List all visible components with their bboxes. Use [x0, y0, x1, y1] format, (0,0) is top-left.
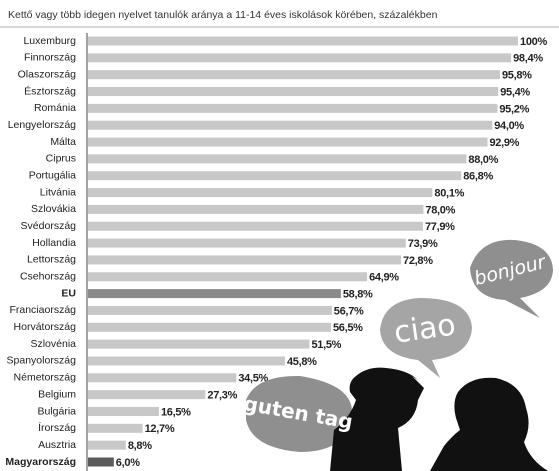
category-label: Svédország [21, 220, 77, 232]
category-label: Finnország [24, 52, 76, 64]
category-label: Málta [50, 136, 76, 148]
bar [88, 424, 143, 433]
bar [88, 356, 285, 365]
category-label: Csehország [20, 271, 76, 283]
chart-title: Kettő vagy több idegen nyelvet tanulók a… [8, 9, 438, 21]
bar [88, 70, 500, 79]
bar [88, 154, 466, 163]
category-label: Portugália [29, 170, 76, 182]
category-label: Ciprus [46, 153, 76, 165]
value-label: 88,0% [468, 154, 498, 166]
bar [88, 272, 367, 281]
value-label: 56,7% [334, 305, 364, 317]
category-label: Hollandia [32, 237, 76, 249]
value-label: 58,8% [343, 289, 373, 301]
value-label: 94,0% [494, 120, 524, 132]
category-label: Lettország [27, 254, 76, 266]
category-label: Szlovénia [30, 338, 76, 350]
bar [88, 222, 423, 231]
category-label: Lengyelország [8, 119, 76, 131]
value-label: 12,7% [145, 423, 175, 435]
category-label: Németország [14, 372, 77, 384]
bar [88, 373, 236, 382]
bar [88, 138, 487, 147]
category-label: Spanyolország [7, 355, 77, 367]
value-label: 6,0% [116, 457, 140, 469]
bar [88, 441, 126, 450]
category-label: Magyarország [5, 456, 76, 468]
category-label: Luxemburg [23, 35, 76, 47]
category-label: Bulgária [37, 405, 76, 417]
value-label: 8,8% [128, 440, 152, 452]
chart: Kettő vagy több idegen nyelvet tanulók a… [0, 0, 559, 471]
bar [88, 37, 518, 46]
value-label: 98,4% [513, 53, 543, 65]
category-label: Románia [34, 102, 76, 114]
bar [88, 121, 492, 130]
value-label: 16,5% [161, 406, 191, 418]
bar [88, 340, 309, 349]
bar [88, 239, 406, 248]
value-label: 72,8% [403, 255, 433, 267]
bar [88, 306, 332, 315]
value-label: 95,4% [500, 86, 530, 98]
bar [88, 87, 498, 96]
value-label: 95,2% [499, 103, 529, 115]
value-label: 45,8% [287, 356, 317, 368]
value-label: 56,5% [333, 322, 363, 334]
bar [88, 390, 205, 399]
value-label: 27,3% [207, 390, 237, 402]
bar [88, 458, 114, 467]
bar [88, 53, 511, 62]
category-label: Litvánia [40, 186, 76, 198]
value-label: 80,1% [434, 187, 464, 199]
value-label: 92,9% [489, 137, 519, 149]
category-label: Horvátország [14, 321, 77, 333]
category-label: Szlovákia [31, 203, 76, 215]
bar [88, 407, 159, 416]
category-label: Olaszország [18, 68, 77, 80]
bar [88, 255, 401, 264]
silhouette-woman [430, 378, 548, 471]
value-label: 78,0% [425, 204, 455, 216]
category-label: Franciaország [9, 304, 76, 316]
category-label: EU [61, 287, 76, 299]
bar [88, 188, 432, 197]
category-label: Ausztria [38, 439, 76, 451]
bar [88, 289, 341, 298]
value-label: 77,9% [425, 221, 455, 233]
bar [88, 323, 331, 332]
value-label: 73,9% [408, 238, 438, 250]
bar [88, 205, 423, 214]
value-label: 86,8% [463, 171, 493, 183]
category-label: Írország [38, 421, 76, 434]
value-label: 64,9% [369, 272, 399, 284]
value-label: 100% [520, 36, 547, 48]
category-label: Belgium [38, 388, 76, 400]
bar [88, 171, 461, 180]
category-label: Észtország [24, 84, 76, 97]
value-label: 51,5% [311, 339, 341, 351]
value-label: 95,8% [502, 70, 532, 82]
bar [88, 104, 497, 113]
